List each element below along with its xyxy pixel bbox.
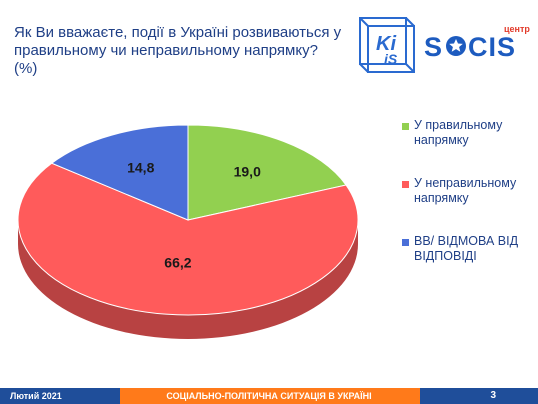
legend-swatch bbox=[402, 181, 409, 188]
pie-depth bbox=[18, 220, 358, 339]
svg-text:CIS: CIS bbox=[468, 32, 516, 62]
socis-wordmark: центр S CIS bbox=[424, 24, 530, 62]
legend: У правильному напрямку У неправильному н… bbox=[402, 118, 536, 292]
data-label-2: 14,8 bbox=[127, 159, 154, 175]
legend-item-incorrect: У неправильному напрямку bbox=[402, 176, 536, 206]
svg-text:Ki: Ki bbox=[376, 33, 396, 55]
legend-label: У неправильному напрямку bbox=[414, 176, 517, 205]
pie-slice-0 bbox=[187, 124, 347, 221]
legend-swatch bbox=[402, 239, 409, 246]
page-number: 3 bbox=[490, 390, 496, 401]
legend-item-no-answer: ВВ/ ВІДМОВА ВІД ВІДПОВІДІ bbox=[402, 234, 536, 264]
pie-slice-1 bbox=[17, 162, 359, 316]
kiis-cube-icon: Ki iS bbox=[359, 17, 415, 73]
pie-chart: 19,0 66,2 14,8 bbox=[17, 124, 359, 339]
legend-label: ВВ/ ВІДМОВА ВІД ВІДПОВІДІ bbox=[414, 234, 519, 263]
kiis-socis-logo: Ki iS центр S CIS bbox=[359, 17, 530, 73]
pie-data-labels: 19,0 66,2 14,8 bbox=[127, 159, 261, 270]
page-title: Як Ви вважаєте, події в Україні розвиваю… bbox=[14, 24, 342, 77]
legend-label: У правильному напрямку bbox=[414, 118, 503, 147]
footer-date: Лютий 2021 bbox=[10, 391, 62, 401]
footer-accent bbox=[120, 388, 420, 404]
svg-text:S: S bbox=[424, 32, 443, 62]
legend-swatch bbox=[402, 123, 409, 130]
legend-item-correct: У правильному напрямку bbox=[402, 118, 536, 148]
footer-section-title: СОЦІАЛЬНО-ПОЛІТИЧНА СИТУАЦІЯ В УКРАЇНІ bbox=[166, 391, 372, 401]
pie-slices bbox=[17, 124, 359, 316]
pie-slice-side-1 bbox=[18, 220, 358, 339]
pie-slice-2 bbox=[50, 124, 189, 221]
footer-text-layer: СОЦІАЛЬНО-ПОЛІТИЧНА СИТУАЦІЯ В УКРАЇНІ 3 bbox=[0, 388, 538, 404]
svg-text:iS: iS bbox=[384, 51, 398, 67]
data-label-1: 66,2 bbox=[164, 254, 191, 270]
svg-text:центр: центр bbox=[504, 24, 530, 34]
data-label-0: 19,0 bbox=[234, 163, 261, 179]
